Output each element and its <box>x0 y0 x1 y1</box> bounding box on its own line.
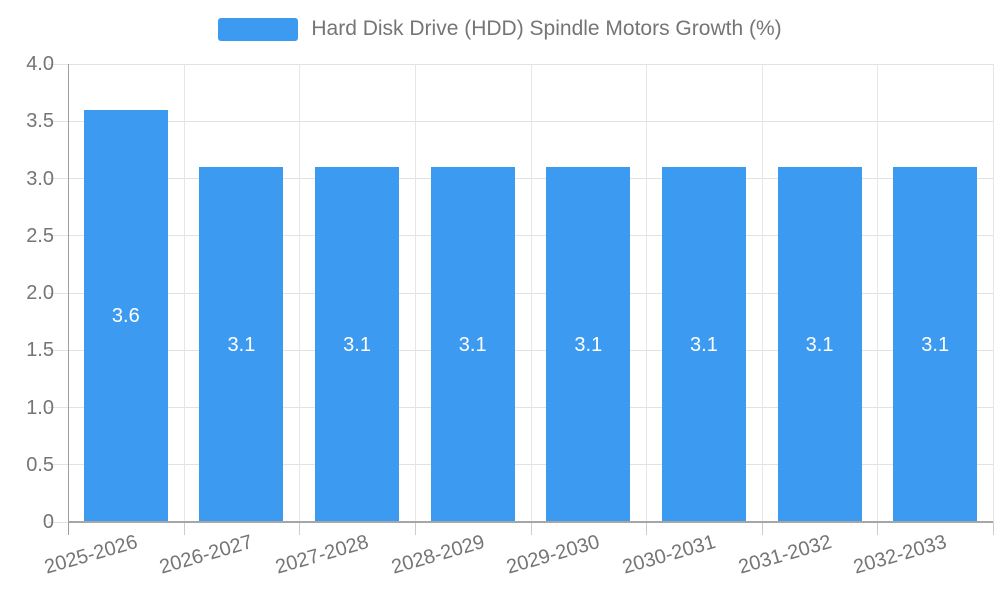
y-tick-label: 2.5 <box>26 224 54 247</box>
bar <box>661 167 746 522</box>
bar-value-label: 3.6 <box>111 304 140 327</box>
bar-value-label: 3.1 <box>690 333 718 356</box>
bar <box>777 167 862 522</box>
h-gridline <box>48 63 993 65</box>
y-tick-label: 1.0 <box>26 396 54 419</box>
v-gridline <box>414 64 416 522</box>
v-gridline <box>646 64 648 522</box>
h-gridline <box>48 235 993 237</box>
bar-value-label: 3.1 <box>458 333 487 356</box>
bar <box>546 167 631 522</box>
h-gridline <box>48 120 993 122</box>
x-axis-tick <box>183 522 185 535</box>
bar-value-label: 3.1 <box>574 333 603 356</box>
v-gridline <box>761 64 763 522</box>
bar-value-label: 3.1 <box>227 333 256 356</box>
h-gridline <box>48 292 993 294</box>
x-axis-tick <box>877 522 879 535</box>
x-axis-tick <box>761 522 763 535</box>
bar <box>430 167 515 522</box>
v-gridline <box>299 64 301 522</box>
bar-value-label: 3.1 <box>921 333 950 356</box>
legend-swatch <box>218 17 299 41</box>
y-tick-label: 0 <box>42 511 54 533</box>
x-axis-line <box>68 521 993 523</box>
v-gridline <box>183 64 185 522</box>
y-tick-label: 0.5 <box>26 453 54 476</box>
y-axis-line <box>68 64 69 535</box>
y-tick-label: 4.0 <box>26 53 54 75</box>
v-gridline <box>877 64 879 522</box>
bar-value-label: 3.1 <box>343 333 371 356</box>
h-gridline <box>48 349 993 351</box>
x-axis-tick <box>530 522 532 535</box>
bar <box>893 167 978 522</box>
y-tick-label: 2.0 <box>26 282 54 304</box>
bar <box>199 167 284 522</box>
x-axis-tick <box>414 522 416 535</box>
v-gridline <box>530 64 532 522</box>
legend-label: Hard Disk Drive (HDD) Spindle Motors Gro… <box>311 17 782 40</box>
bar <box>315 167 400 522</box>
x-axis-tick <box>646 522 648 535</box>
x-axis-tick <box>993 522 994 535</box>
h-gridline <box>48 464 993 466</box>
x-axis-tick <box>299 522 301 535</box>
h-gridline <box>48 178 993 179</box>
bar <box>83 109 168 522</box>
legend[interactable]: Hard Disk Drive (HDD) Spindle Motors Gro… <box>0 17 1000 41</box>
y-tick-label: 1.5 <box>26 339 54 362</box>
y-tick-label: 3.0 <box>26 167 54 190</box>
bar-value-label: 3.1 <box>805 333 834 356</box>
y-tick-label: 3.5 <box>26 110 54 133</box>
h-gridline <box>48 407 993 408</box>
v-gridline <box>993 64 994 522</box>
